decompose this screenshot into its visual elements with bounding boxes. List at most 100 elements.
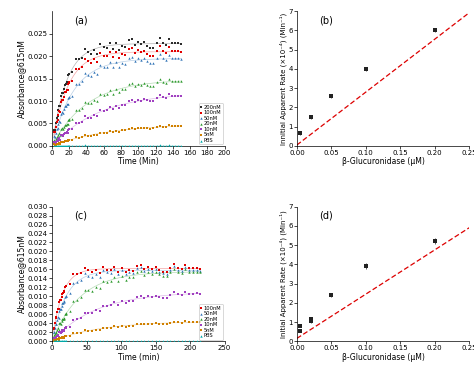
50nM	[126, 269, 133, 275]
20nM	[107, 278, 115, 284]
5nM	[172, 123, 179, 129]
200nM	[103, 45, 110, 51]
100nM	[84, 267, 92, 273]
10nM	[159, 94, 166, 100]
200nM	[84, 49, 92, 55]
10nM	[72, 120, 79, 126]
10nM	[174, 93, 182, 99]
5nM	[92, 327, 100, 333]
50nM	[156, 51, 164, 57]
5nM	[62, 138, 70, 144]
5nM	[197, 319, 204, 325]
10nM	[57, 330, 64, 336]
100nM	[163, 269, 171, 275]
PBS	[69, 143, 76, 149]
10nM	[144, 293, 152, 299]
20nM	[55, 321, 63, 327]
200nM	[60, 86, 68, 92]
50nM	[125, 55, 132, 61]
PBS	[97, 143, 104, 149]
20nM	[112, 86, 120, 92]
5nM	[100, 325, 107, 331]
20nM	[115, 89, 123, 95]
10nM	[182, 289, 189, 295]
200nM	[168, 40, 176, 46]
PBS	[56, 143, 64, 149]
100nM	[51, 129, 59, 135]
20nM	[103, 279, 111, 285]
50nM	[178, 56, 185, 62]
PBS	[103, 338, 111, 344]
PBS	[153, 143, 160, 149]
PBS	[103, 143, 110, 149]
100nM	[69, 78, 76, 84]
10nM	[62, 324, 70, 330]
20nM	[148, 271, 155, 277]
100nM	[100, 264, 107, 270]
200nM	[57, 93, 65, 99]
PBS	[168, 143, 176, 149]
PBS	[53, 338, 60, 344]
PBS	[92, 338, 100, 344]
10nM	[153, 94, 160, 100]
50nM	[54, 316, 61, 322]
PBS	[50, 142, 58, 148]
X-axis label: β-Glucuronidase (μM): β-Glucuronidase (μM)	[342, 353, 425, 362]
100nM	[126, 267, 133, 273]
5nM	[70, 330, 77, 336]
20nM	[63, 120, 71, 126]
100nM	[137, 262, 145, 268]
100nM	[178, 267, 185, 273]
PBS	[64, 143, 72, 149]
Legend: 200nM, 100nM, 50nM, 20nM, 10nM, 5nM, PBS: 200nM, 100nM, 50nM, 20nM, 10nM, 5nM, PBS	[199, 103, 223, 144]
10nM	[54, 138, 61, 144]
10nM	[100, 108, 108, 114]
100nM	[55, 298, 63, 304]
50nM	[168, 55, 176, 61]
5nM	[162, 124, 170, 130]
5nM	[131, 126, 138, 132]
5nM	[53, 337, 60, 343]
PBS	[64, 143, 72, 149]
100nM	[60, 288, 67, 294]
5nM	[185, 319, 193, 325]
PBS	[111, 338, 118, 344]
5nM	[63, 138, 71, 144]
5nM	[75, 135, 82, 141]
50nM	[56, 306, 64, 312]
50nM	[107, 270, 115, 276]
PBS	[58, 338, 66, 344]
5nM	[171, 319, 178, 325]
PBS	[59, 143, 67, 149]
Text: (a): (a)	[74, 15, 88, 25]
10nM	[65, 126, 73, 132]
10nM	[178, 292, 185, 298]
PBS	[62, 338, 70, 344]
10nM	[112, 102, 120, 108]
200nM	[118, 43, 126, 49]
200nM	[115, 47, 123, 53]
50nM	[155, 268, 163, 274]
50nM	[96, 274, 103, 280]
100nM	[114, 268, 122, 274]
5nM	[165, 122, 173, 128]
20nM	[59, 316, 67, 322]
200nM	[106, 40, 114, 46]
PBS	[81, 338, 88, 344]
50nM	[146, 60, 154, 66]
10nM	[137, 98, 145, 104]
50nM	[103, 269, 111, 275]
PBS	[125, 142, 132, 148]
5nM	[54, 336, 61, 342]
100nM	[165, 44, 173, 50]
100nM	[97, 51, 104, 57]
10nM	[93, 113, 101, 119]
5nM	[114, 324, 122, 330]
5nM	[56, 141, 64, 147]
100nM	[122, 269, 129, 275]
10nM	[107, 303, 115, 309]
200nM	[64, 72, 72, 78]
50nM	[131, 58, 138, 64]
50nM	[106, 59, 114, 65]
20nM	[84, 100, 92, 106]
